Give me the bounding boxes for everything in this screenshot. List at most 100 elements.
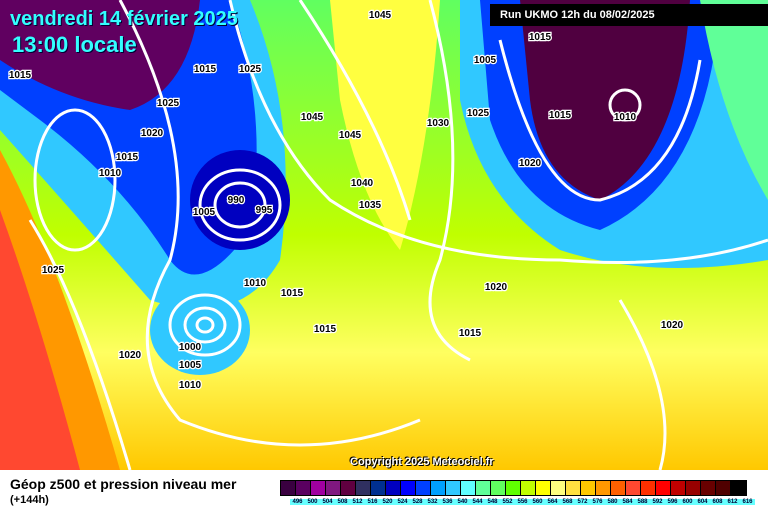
scale-swatch [431, 481, 446, 495]
scale-label: 508 [335, 499, 350, 505]
scale-swatch [701, 481, 716, 495]
scale-swatch [371, 481, 386, 495]
isobar-label: 1015 [529, 32, 552, 43]
scale-swatch [476, 481, 491, 495]
scale-swatch [671, 481, 686, 495]
scale-swatch [341, 481, 356, 495]
forecast-time: 13:00 locale [12, 32, 137, 57]
scale-label: 500 [305, 499, 320, 505]
scale-swatch [326, 481, 341, 495]
isobar-label: 1005 [193, 207, 216, 218]
scale-label: 496 [290, 499, 305, 505]
isobar-label: 1000 [179, 342, 202, 353]
isobar-label: 1005 [179, 360, 202, 371]
isobar-label: 1020 [661, 320, 684, 331]
isobar-label: 1015 [194, 64, 217, 75]
run-info: Run UKMO 12h du 08/02/2025 [490, 4, 768, 26]
isobar-label: 1045 [301, 112, 324, 123]
scale-label: 556 [515, 499, 530, 505]
pressure-map: 1015 1045 1015 1025 1015 1005 1025 1020 1015 1010… [0, 0, 768, 470]
scale-label: 604 [695, 499, 710, 505]
isobar-label: 1030 [427, 118, 450, 129]
scale-label: 516 [365, 499, 380, 505]
isobar-label: 1020 [119, 350, 142, 361]
scale-label: 580 [605, 499, 620, 505]
isobar-label: 1015 [116, 152, 139, 163]
isobar-label: 1020 [519, 158, 542, 169]
scale-swatch [611, 481, 626, 495]
isobar-label: 1015 [314, 324, 337, 335]
isobar-label: 1040 [351, 178, 374, 189]
scale-swatch [731, 481, 746, 495]
scale-swatch [386, 481, 401, 495]
scale-swatch [551, 481, 566, 495]
map-title: Géop z500 et pression niveau mer [10, 476, 237, 492]
scale-label: 600 [680, 499, 695, 505]
scale-label: 540 [455, 499, 470, 505]
scale-swatch [311, 481, 326, 495]
scale-label: 596 [665, 499, 680, 505]
scale-label: 576 [590, 499, 605, 505]
scale-label: 564 [545, 499, 560, 505]
forecast-range: (+144h) [10, 494, 49, 506]
isobar-label: 1015 [9, 70, 32, 81]
scale-label: 504 [320, 499, 335, 505]
scale-swatch [626, 481, 641, 495]
isobar-label: 1010 [99, 168, 122, 179]
scale-swatch [521, 481, 536, 495]
scale-swatch [596, 481, 611, 495]
scale-label: 528 [410, 499, 425, 505]
scale-label: 544 [470, 499, 485, 505]
isobar-label: 990 [228, 195, 245, 206]
scale-label: 608 [710, 499, 725, 505]
scale-swatch [656, 481, 671, 495]
scale-swatch [716, 481, 731, 495]
scale-swatch [356, 481, 371, 495]
scale-label: 524 [395, 499, 410, 505]
scale-swatch [536, 481, 551, 495]
scale-label: 552 [500, 499, 515, 505]
isobar-label: 1005 [474, 55, 497, 66]
isobar-label: 1025 [42, 265, 65, 276]
scale-label: 568 [560, 499, 575, 505]
isobar-label: 1025 [239, 64, 262, 75]
scale-label: 560 [530, 499, 545, 505]
isobar-label: 995 [256, 205, 273, 216]
scale-swatch [461, 481, 476, 495]
scale-label: 512 [350, 499, 365, 505]
scale-swatch [566, 481, 581, 495]
isobars [28, 0, 768, 470]
scale-label: 592 [650, 499, 665, 505]
isobar-label: 1010 [244, 278, 267, 289]
isobar-label: 1020 [141, 128, 164, 139]
legend-footer: Géop z500 et pression niveau mer (+144h)… [0, 470, 768, 512]
scale-label: 536 [440, 499, 455, 505]
scale-swatch [686, 481, 701, 495]
isobar-label: 1010 [614, 112, 637, 123]
scale-swatch [281, 481, 296, 495]
scale-label: 612 [725, 499, 740, 505]
scale-swatch [296, 481, 311, 495]
scale-swatch [506, 481, 521, 495]
isobar-label: 1045 [339, 130, 362, 141]
scale-label: 584 [620, 499, 635, 505]
scale-label: 616 [740, 499, 755, 505]
isobar-label: 1015 [549, 110, 572, 121]
scale-label: 588 [635, 499, 650, 505]
isobar-label: 1015 [459, 328, 482, 339]
color-scale [280, 480, 747, 496]
scale-swatch [416, 481, 431, 495]
isobar-label: 1020 [485, 282, 508, 293]
scale-label: 548 [485, 499, 500, 505]
forecast-date: vendredi 14 février 2025 [10, 8, 238, 30]
scale-label: 572 [575, 499, 590, 505]
isobar-label: 1015 [281, 288, 304, 299]
copyright: Copyright 2025 Meteociel.fr [350, 456, 494, 468]
pressure-labels: 1015 1045 1015 1025 1015 1005 1025 1020 1015 1010… [8, 9, 685, 393]
isobar-label: 1025 [157, 98, 180, 109]
isobar-label: 1035 [359, 200, 382, 211]
isobar-label: 1025 [467, 108, 490, 119]
color-scale-labels: 496 500 504 508 512 516 520 524 528 532 536 540 544 5… [290, 499, 755, 505]
scale-swatch [401, 481, 416, 495]
